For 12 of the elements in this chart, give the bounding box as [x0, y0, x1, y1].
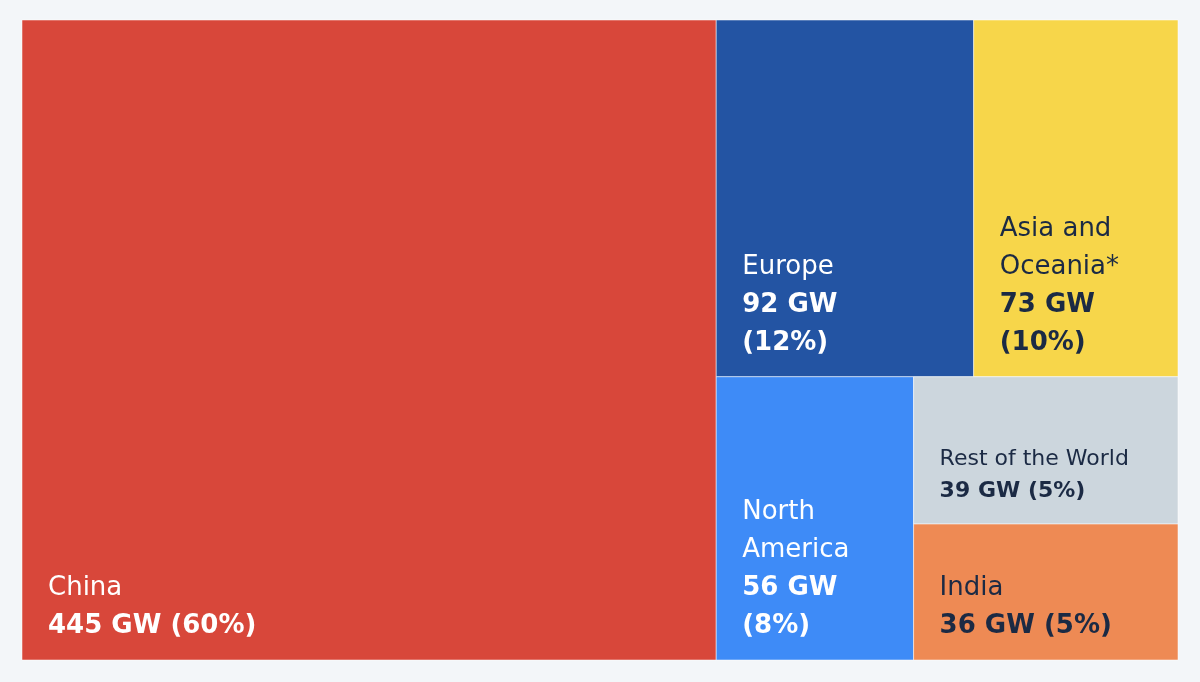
category-label: Europe: [742, 249, 834, 280]
data-label: 92 GW (12%): [742, 287, 838, 356]
category-label: North America: [742, 495, 850, 563]
category-label: China: [48, 571, 123, 601]
data-label: 445 GW (60%): [48, 609, 257, 639]
category-label: Asia and Oceania*: [999, 211, 1120, 280]
data-label: 39 GW (5%): [939, 477, 1086, 503]
data-label: 36 GW (5%): [939, 609, 1112, 639]
category-label: India: [939, 571, 1004, 601]
category-label: Rest of the World: [939, 445, 1129, 471]
data-label: 73 GW (10%): [999, 287, 1095, 356]
data-label: 56 GW (8%): [742, 571, 838, 639]
